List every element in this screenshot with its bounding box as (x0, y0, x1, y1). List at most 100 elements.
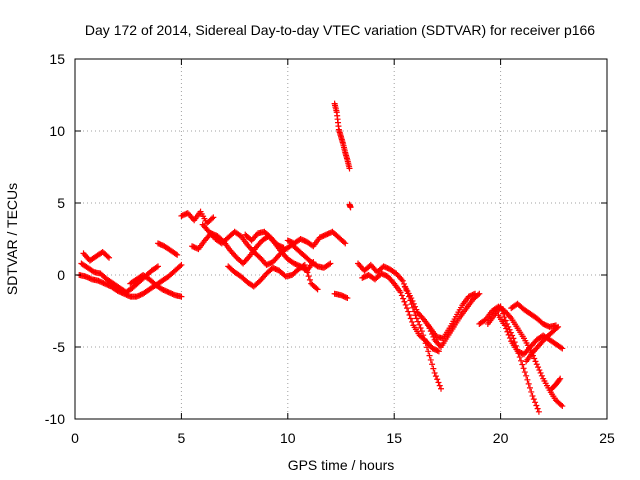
series-arc-19 (476, 303, 566, 410)
data-point (435, 379, 442, 386)
data-point (432, 373, 439, 380)
data-point (413, 315, 420, 322)
data-point (475, 291, 482, 298)
data-point (425, 348, 432, 355)
data-point (497, 303, 504, 310)
data-point (178, 261, 185, 268)
data-point (178, 293, 185, 300)
data-point (498, 307, 505, 314)
data-point (305, 273, 312, 280)
data-point (559, 345, 566, 352)
data-point (476, 290, 483, 297)
data-point (558, 344, 565, 351)
data-point (403, 305, 410, 312)
data-point (430, 333, 437, 340)
series-arc-24 (548, 375, 564, 392)
data-point (314, 286, 321, 293)
data-point (519, 361, 526, 368)
data-point (425, 322, 432, 329)
data-point (407, 315, 414, 322)
data-point (210, 214, 217, 221)
data-series (76, 100, 566, 415)
data-point (532, 358, 539, 365)
series-arc-15 (355, 260, 445, 392)
data-point (412, 303, 419, 310)
data-point (556, 376, 563, 383)
data-point (280, 244, 287, 251)
data-point (559, 403, 566, 410)
data-point (555, 323, 562, 330)
series-arc-23 (523, 323, 562, 365)
chart-title: Day 172 of 2014, Sidereal Day-to-day VTE… (85, 22, 595, 38)
data-point (415, 318, 422, 325)
data-point (398, 292, 405, 299)
data-point (399, 277, 406, 284)
series-arc-22 (508, 300, 559, 330)
x-tick-label: 10 (280, 430, 296, 446)
series-arc-5 (154, 240, 181, 258)
data-point (520, 365, 527, 372)
data-point (106, 254, 113, 261)
data-point (417, 324, 424, 331)
data-point (558, 401, 565, 408)
data-point (525, 380, 532, 387)
data-point (327, 260, 334, 267)
data-point (434, 376, 441, 383)
data-point (504, 328, 511, 335)
data-point (532, 399, 539, 406)
x-tick-label: 5 (178, 430, 186, 446)
data-point (531, 355, 538, 362)
series-arc-18 (425, 290, 483, 350)
data-point (431, 369, 438, 376)
data-point (413, 306, 420, 313)
series-arc-4 (127, 272, 185, 300)
data-point (537, 369, 544, 376)
data-point (347, 204, 354, 211)
data-point (408, 295, 415, 302)
series-arc-14 (331, 290, 351, 302)
series-arc-6 (178, 208, 217, 227)
data-point (503, 325, 510, 332)
x-tick-label: 15 (386, 430, 402, 446)
data-point (346, 165, 353, 172)
data-point (521, 369, 528, 376)
series-arc-3 (80, 248, 113, 264)
axis-ticks: 0 5 10 15 20 25 -10 -5 0 5 10 15 (45, 51, 615, 446)
data-point (427, 356, 434, 363)
data-point (416, 321, 423, 328)
data-point (501, 322, 508, 329)
data-point (506, 335, 513, 342)
y-tick-label: 5 (57, 195, 65, 211)
data-point (409, 297, 416, 304)
data-point (426, 325, 433, 332)
y-tick-label: 10 (49, 123, 65, 139)
data-point (430, 365, 437, 372)
series-arc-2 (78, 260, 161, 296)
data-point (518, 357, 525, 364)
data-point (505, 331, 512, 338)
data-point (174, 251, 181, 258)
series-arc-13 (346, 201, 354, 211)
series-arc-20 (484, 303, 542, 415)
series-arc-9 (225, 261, 321, 293)
series-arc-12 (331, 100, 353, 172)
y-axis-label: SDTVAR / TECUs (4, 183, 20, 295)
data-point (436, 382, 443, 389)
data-point (528, 388, 535, 395)
series-arc-17 (401, 283, 479, 342)
data-point (104, 253, 111, 260)
series-arc-10 (242, 228, 287, 251)
data-point (427, 328, 434, 335)
y-tick-label: -10 (45, 411, 65, 427)
y-tick-label: -5 (53, 339, 66, 355)
data-point (533, 361, 540, 368)
data-point (326, 261, 333, 268)
data-point (406, 312, 413, 319)
data-point (409, 318, 416, 325)
data-point (154, 263, 161, 270)
data-point (500, 310, 507, 317)
x-tick-label: 0 (71, 430, 79, 446)
data-point (313, 285, 320, 292)
x-tick-label: 25 (599, 430, 615, 446)
data-point (405, 308, 412, 315)
